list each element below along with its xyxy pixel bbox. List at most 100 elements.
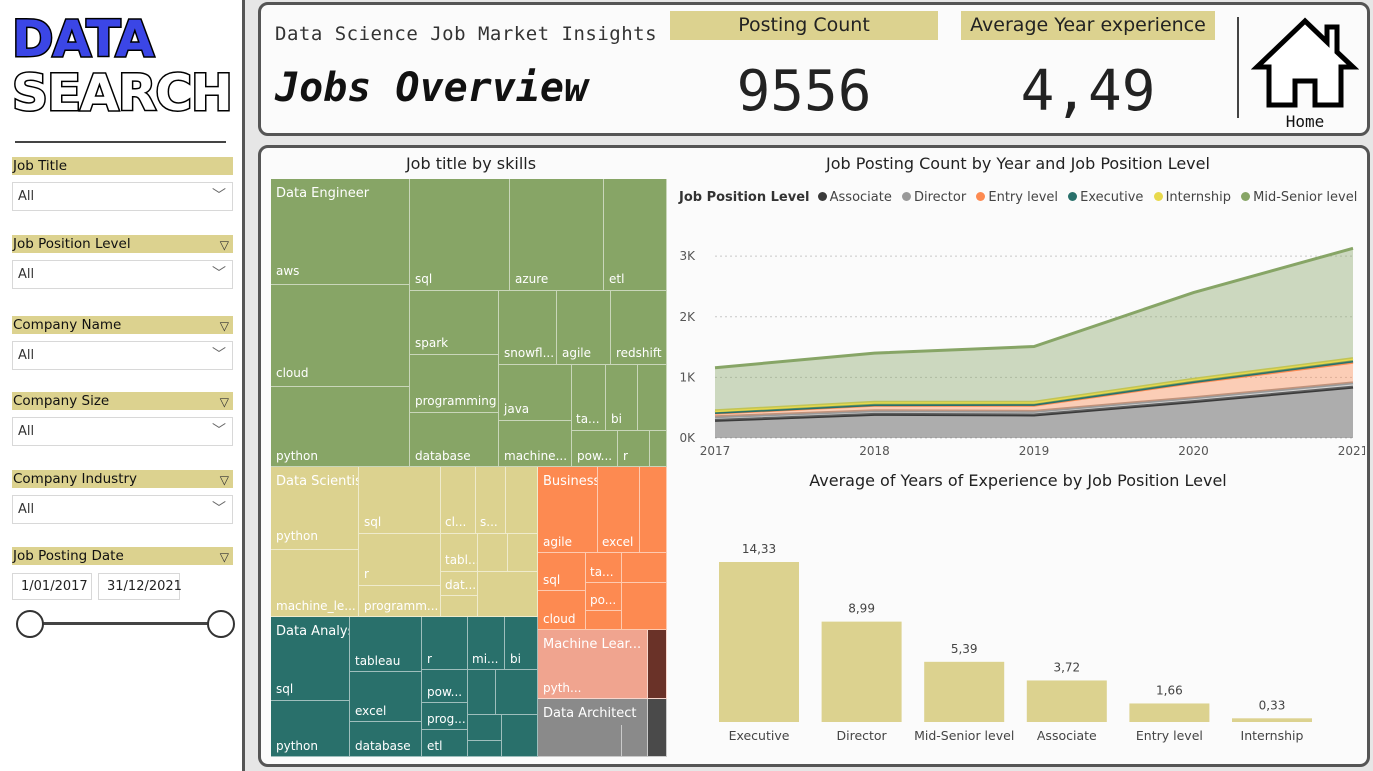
chevron-down-icon: ﹀ (212, 423, 226, 439)
date-start-input[interactable]: 1/01/2017 (12, 573, 92, 600)
tm-skill[interactable]: po... (586, 583, 622, 611)
tm-skill[interactable]: python (271, 701, 350, 756)
tm-skill[interactable]: cloud (538, 591, 586, 629)
tm-skill[interactable]: database (410, 413, 499, 466)
date-slider-end-handle[interactable] (207, 610, 235, 638)
date-slider-track[interactable] (30, 622, 221, 625)
tm-skill[interactable]: sql (538, 553, 586, 591)
tm-skill[interactable]: ta... (572, 365, 606, 431)
tm-skill[interactable]: pow... (422, 670, 468, 703)
treemap[interactable]: Data Engineer aws sql azure etl cloud spa… (271, 179, 667, 757)
tm-skill[interactable]: Data Engineer aws (271, 179, 410, 285)
bar-mid-senior-level[interactable] (924, 661, 1005, 722)
filter-job-title: Job Title All ﹀ (12, 157, 233, 211)
tm-skill[interactable]: python (271, 387, 410, 466)
page-subtitle: Data Science Job Market Insights (275, 23, 658, 45)
date-slider-start-handle[interactable] (16, 610, 44, 638)
tm-skill[interactable]: etl (422, 730, 468, 756)
tm-skill[interactable]: mi... (468, 617, 505, 670)
tm-skill[interactable]: java (499, 365, 572, 421)
legend-item-executive[interactable]: Executive (1068, 190, 1143, 205)
legend-item-mid-senior[interactable]: Mid-Senior level (1241, 190, 1357, 205)
line-director[interactable] (714, 381, 1354, 419)
tm-skill (468, 741, 502, 756)
line-mid-senior-level[interactable] (714, 246, 1354, 370)
legend-item-associate[interactable]: Associate (817, 190, 892, 205)
tm-skill[interactable]: bi (505, 617, 537, 670)
tm-skill[interactable]: Data Analystsql (271, 617, 350, 701)
area-associate[interactable] (715, 387, 1353, 438)
tm-skill[interactable]: programm... (359, 586, 441, 616)
tm-skill (640, 467, 666, 553)
collapse-icon[interactable]: ▽ (219, 550, 229, 564)
tm-skill[interactable]: Data Scientist python (271, 467, 359, 550)
line-internship[interactable] (714, 357, 1354, 413)
company-name-select[interactable]: All ﹀ (12, 341, 233, 370)
legend-item-director[interactable]: Director (901, 190, 966, 205)
area-chart[interactable]: 0K 1K 2K 3K 2017 2018 2019 2020 2021 (671, 228, 1365, 463)
bar-entry-level[interactable] (1129, 703, 1210, 722)
line-associate[interactable] (714, 385, 1354, 422)
tm-skill[interactable]: machine_le... (271, 550, 359, 616)
line-executive[interactable] (714, 359, 1354, 415)
tm-skill[interactable]: r (359, 534, 441, 586)
company-industry-select[interactable]: All ﹀ (12, 495, 233, 524)
tm-skill[interactable]: tableau (350, 617, 422, 672)
tm-skill[interactable]: pow... (572, 431, 618, 466)
bar-director[interactable] (821, 621, 902, 722)
filter-label: Job Title (12, 157, 233, 175)
collapse-icon[interactable]: ▽ (219, 319, 229, 333)
tm-skill[interactable]: ta... (586, 553, 622, 583)
tm-skill[interactable]: machine... (499, 421, 572, 466)
tm-skill[interactable]: bi (606, 365, 638, 431)
tm-skill[interactable]: r (618, 431, 650, 466)
tm-skill[interactable]: prog... (422, 703, 468, 730)
treemap-group-business-analyst[interactable]: Business Analystagile excel sql ta... po… (538, 467, 667, 630)
tm-skill[interactable]: dat... (441, 572, 478, 596)
legend-item-internship[interactable]: Internship (1153, 190, 1231, 205)
bar-executive[interactable] (719, 562, 799, 722)
tm-skill[interactable]: azure (510, 179, 604, 291)
treemap-group-data-analyst[interactable]: Data Analystsql tableau r mi... bi excel… (271, 617, 538, 757)
tm-skill[interactable]: etl (604, 179, 666, 291)
treemap-group-machine-learning[interactable]: Machine Lear... pyth... (538, 630, 667, 699)
tm-skill[interactable]: s... (476, 467, 506, 534)
company-size-select[interactable]: All ﹀ (12, 417, 233, 446)
tm-skill[interactable]: database (350, 722, 422, 756)
bar-chart[interactable]: 14,33 Executive 8,99 Director 5,39 Mid-Senior… (671, 503, 1365, 758)
treemap-group-data-architect[interactable]: Data Architect (538, 699, 667, 757)
job-title-select[interactable]: All ﹀ (12, 182, 233, 211)
tm-skill[interactable]: Business Analystagile (538, 467, 598, 553)
tm-skill[interactable]: programming (410, 355, 499, 413)
tm-skill[interactable]: spark (410, 291, 499, 355)
tm-skill[interactable]: snowfl... (499, 291, 557, 365)
job-position-level-select[interactable]: All ﹀ (12, 260, 233, 289)
collapse-icon[interactable]: ▽ (219, 473, 229, 487)
tm-skill[interactable]: cloud (271, 285, 410, 387)
tm-skill[interactable]: redshift (611, 291, 666, 365)
collapse-icon[interactable]: ▽ (219, 238, 229, 252)
kpi-avg-experience-label: Average Year experience (961, 11, 1215, 40)
tm-skill[interactable]: r (422, 617, 468, 670)
tm-skill[interactable]: tabl... (441, 534, 478, 572)
area-mid-senior-level[interactable] (715, 248, 1353, 411)
bar-category-label: Executive (729, 728, 790, 743)
collapse-icon[interactable]: ▽ (219, 395, 229, 409)
home-button[interactable]: Home (1250, 15, 1360, 131)
treemap-group-data-scientist[interactable]: Data Scientist python sql cl... s... r ta… (271, 467, 538, 617)
tm-skill[interactable]: sql (410, 179, 510, 291)
bar-internship[interactable] (1232, 718, 1312, 722)
tm-skill[interactable]: sql (359, 467, 441, 534)
legend-item-entry-level[interactable]: Entry level (976, 190, 1058, 205)
logo: DATA SEARCH (11, 11, 235, 124)
bar-value-label: 0,33 (1259, 698, 1286, 712)
y-tick-label: 2K (679, 310, 696, 324)
tm-skill[interactable]: excel (598, 467, 640, 553)
bar-associate[interactable] (1026, 680, 1107, 722)
tm-skill[interactable]: cl... (441, 467, 476, 534)
date-end-input[interactable]: 31/12/2021 (98, 573, 182, 600)
treemap-group-data-engineer[interactable]: Data Engineer aws sql azure etl cloud spa… (271, 179, 667, 467)
tm-skill[interactable]: excel (350, 672, 422, 722)
tm-skill[interactable]: agile (557, 291, 611, 365)
bar-chart-title: Average of Years of Experience by Job Po… (809, 471, 1227, 490)
